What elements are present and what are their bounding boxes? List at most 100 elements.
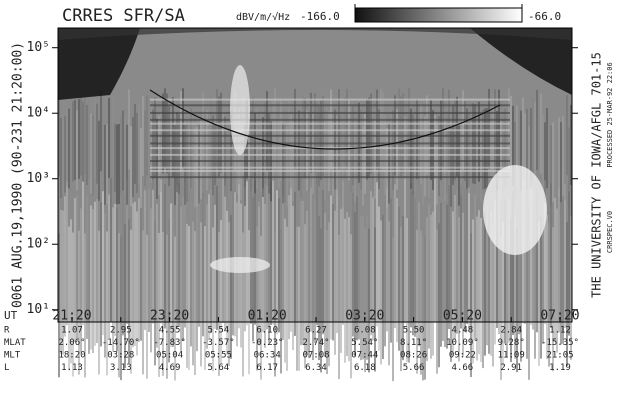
ephemeris-label: MLT: [4, 351, 21, 361]
spectrogram-texture: [202, 192, 204, 336]
spectrogram-texture: [114, 192, 116, 336]
spectrogram-texture: [88, 97, 90, 177]
spectrogram-texture: [434, 179, 436, 323]
ephemeris-value: 21:05: [546, 351, 573, 361]
ephemeris-value: 6.34: [305, 363, 327, 373]
ephemeris-value: 1.19: [549, 363, 571, 373]
spectrogram-texture: [66, 107, 68, 187]
spectrogram-texture: [108, 98, 110, 178]
spectrogram-texture: [156, 204, 158, 348]
spectrogram-texture: [246, 181, 248, 325]
spectrogram-texture: [60, 118, 62, 198]
spectrogram-texture: [422, 125, 424, 205]
spectrogram-texture: [216, 89, 218, 169]
spectrogram-texture: [200, 119, 202, 199]
spectrogram-texture: [286, 227, 288, 371]
spectrogram-texture: [424, 117, 426, 197]
spectrogram-texture: [102, 94, 104, 174]
spectrogram-texture: [558, 117, 560, 197]
spectrogram-texture: [134, 202, 136, 346]
spectrogram-texture: [482, 224, 484, 368]
spectrogram-texture: [150, 112, 510, 114]
spectrogram-texture: [304, 98, 306, 178]
spectrogram-texture: [290, 188, 292, 332]
spectrogram-texture: [146, 235, 148, 379]
spectrogram-texture: [404, 117, 406, 197]
spectrogram-texture: [480, 218, 482, 362]
spectrogram-texture: [262, 117, 264, 197]
spectrogram-texture: [74, 100, 76, 180]
ephemeris-value: 2.95: [110, 326, 132, 336]
spectrogram-texture: [468, 113, 470, 193]
spectrogram-texture: [270, 181, 272, 325]
spectrogram-texture: [150, 104, 510, 106]
spectrogram-texture: [562, 116, 564, 196]
spectrogram-texture: [340, 209, 342, 353]
ephemeris-value: 07:44: [351, 351, 378, 361]
spectrogram-texture: [378, 207, 380, 351]
spectrogram-texture: [98, 231, 100, 375]
spectrogram-texture: [192, 221, 194, 365]
spectrogram-texture: [564, 184, 566, 328]
spectrogram-texture: [118, 124, 120, 204]
spectrogram-texture: [184, 125, 186, 205]
ephemeris-value: 09:22: [449, 351, 476, 361]
spectrogram-texture: [396, 198, 398, 342]
right-caption: THE UNIVERSITY OF IOWA/AFGL 701-15: [590, 52, 604, 298]
spectrogram-texture: [344, 219, 346, 363]
spectrogram-texture: [308, 214, 310, 358]
y-tick-label: 10⁴: [27, 106, 50, 121]
spectrogram-texture: [298, 227, 300, 371]
spectrogram-texture: [138, 105, 140, 185]
colorbar-max: -66.0: [528, 10, 561, 23]
colorbar: [355, 8, 522, 22]
spectrogram-texture: [228, 92, 230, 172]
spectrogram-texture: [210, 257, 270, 273]
spectrogram-texture: [146, 95, 148, 175]
spectrogram-texture: [394, 184, 396, 328]
spectrogram-texture: [556, 116, 558, 196]
spectrogram-texture: [382, 92, 384, 172]
spectrogram-texture: [150, 129, 510, 131]
spectrogram-texture: [292, 206, 294, 350]
spectrogram-texture: [94, 98, 96, 178]
spectrogram-texture: [356, 105, 358, 185]
spectrogram-texture: [148, 109, 150, 189]
spectrogram-texture: [150, 99, 510, 101]
spectrogram-texture: [150, 176, 510, 178]
spectrogram-texture: [82, 181, 84, 325]
ephemeris-value: 2.74°: [302, 338, 329, 348]
spectrogram-texture: [198, 183, 200, 327]
spectrogram-texture: [444, 203, 446, 347]
spectrogram-texture: [440, 203, 442, 347]
ephemeris-label: MLAT: [4, 338, 26, 348]
spectrogram-texture: [110, 97, 112, 177]
spectrogram-texture: [438, 116, 440, 196]
spectrogram-texture: [302, 98, 304, 178]
spectrogram-texture: [152, 180, 154, 324]
ephemeris-value: 5.54: [208, 326, 230, 336]
y-tick-label: 10⁵: [27, 40, 50, 55]
spectrogram-texture: [76, 110, 78, 190]
ephemeris-value: 6.10: [256, 326, 278, 336]
spectrogram-texture: [90, 205, 92, 349]
spectrogram-texture: [302, 201, 304, 345]
spectrogram-texture: [566, 95, 568, 175]
spectrogram-texture: [144, 186, 146, 330]
spectrogram-texture: [142, 230, 144, 374]
spectrogram-texture: [390, 199, 392, 343]
spectrogram-texture: [208, 194, 210, 338]
spectrogram-texture: [214, 185, 216, 329]
spectrogram-texture: [338, 89, 340, 169]
spectrogram-texture: [430, 215, 432, 359]
spectrogram-texture: [216, 186, 218, 330]
spectrogram-texture: [112, 98, 114, 178]
spectrogram-texture: [348, 217, 350, 361]
spectrogram-texture: [122, 191, 124, 335]
spectrogram-texture: [224, 186, 226, 330]
spectrogram-texture: [164, 184, 166, 328]
spectrogram-texture: [382, 215, 384, 359]
right-caption: CRRSPEC.V0: [606, 211, 614, 253]
ephemeris-value: 5.50: [403, 326, 425, 336]
spectrogram-texture: [120, 115, 122, 195]
